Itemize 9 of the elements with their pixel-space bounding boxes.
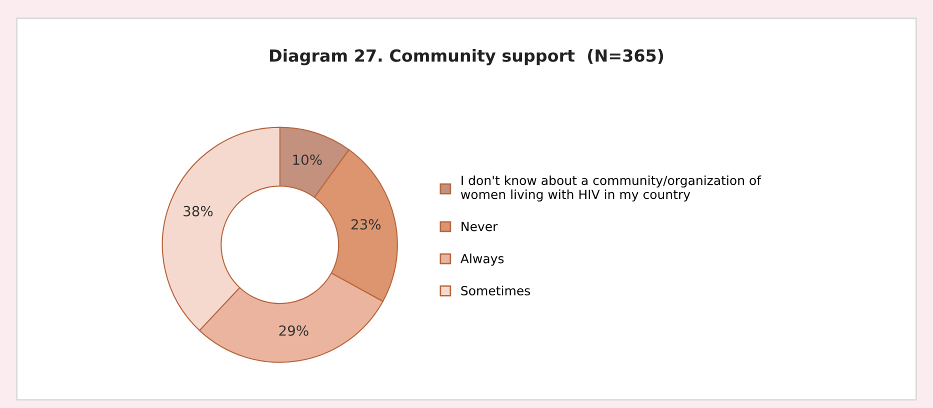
data-label: 23% [351, 219, 381, 230]
chart-title: Diagram 27. Community support (N=365) [270, 48, 664, 66]
data-label: 29% [279, 325, 308, 336]
data-label: 10% [293, 154, 322, 166]
legend-label: Sometimes [461, 286, 530, 296]
legend-label: I don't know about a community/organization of women living with HIV in my country [460, 175, 762, 202]
data-label: 38% [184, 206, 213, 216]
legend-label: Always [460, 254, 504, 266]
legend-label: Never [462, 222, 498, 232]
